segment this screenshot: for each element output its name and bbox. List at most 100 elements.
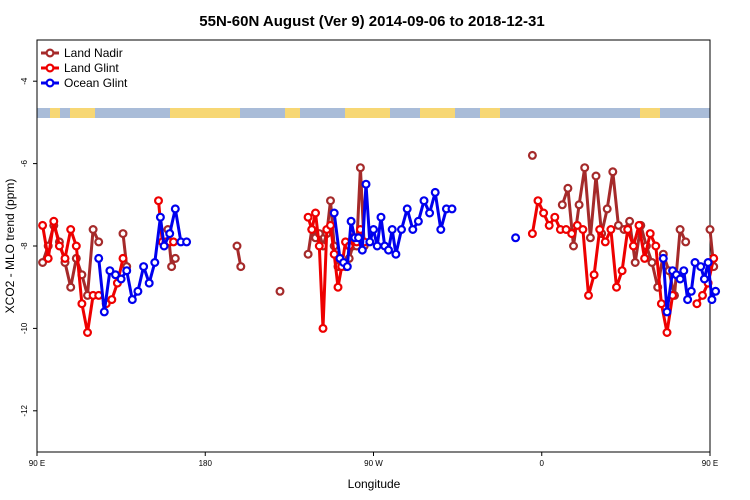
data-point-ocean-glint bbox=[387, 225, 397, 235]
data-point-ocean-glint bbox=[447, 204, 457, 214]
data-point-ocean-glint bbox=[436, 225, 446, 235]
y-axis-label: XCO2 - MLO trend (ppm) bbox=[3, 179, 17, 314]
y-tick-label: -8 bbox=[20, 242, 29, 250]
data-point-land-glint bbox=[533, 196, 543, 206]
band-ocean-segment bbox=[660, 108, 710, 118]
data-point-land-glint bbox=[645, 229, 655, 239]
data-point-ocean-glint bbox=[419, 196, 429, 206]
data-point-land-nadir bbox=[167, 262, 177, 272]
data-point-land-nadir bbox=[66, 282, 76, 292]
band-ocean-segment bbox=[37, 108, 50, 118]
y-tick-label: -10 bbox=[20, 322, 29, 334]
data-point-land-glint bbox=[550, 212, 560, 222]
band-ocean-segment bbox=[95, 108, 170, 118]
data-point-land-nadir bbox=[232, 241, 242, 251]
data-point-ocean-glint bbox=[342, 262, 352, 272]
data-point-ocean-glint bbox=[354, 233, 364, 243]
data-point-ocean-glint bbox=[346, 216, 356, 226]
data-point-land-nadir bbox=[608, 167, 618, 177]
data-point-ocean-glint bbox=[699, 274, 709, 284]
x-tick-label: 90 E bbox=[702, 459, 718, 468]
data-point-land-nadir bbox=[613, 220, 623, 230]
band-ocean-segment bbox=[390, 108, 420, 118]
data-point-ocean-glint bbox=[397, 225, 407, 235]
data-point-land-glint bbox=[617, 266, 627, 276]
data-point-land-glint bbox=[71, 241, 81, 251]
data-point-land-glint bbox=[709, 253, 719, 263]
data-point-land-glint bbox=[640, 253, 650, 263]
data-point-land-glint bbox=[77, 299, 87, 309]
data-point-land-glint bbox=[107, 295, 117, 305]
data-point-ocean-glint bbox=[127, 295, 137, 305]
data-point-land-nadir bbox=[580, 163, 590, 173]
data-point-land-glint bbox=[539, 208, 549, 218]
data-point-ocean-glint bbox=[391, 249, 401, 259]
legend-marker-land-nadir bbox=[45, 48, 55, 58]
data-point-land-nadir bbox=[568, 241, 578, 251]
data-point-ocean-glint bbox=[165, 229, 175, 239]
data-point-land-glint bbox=[572, 220, 582, 230]
legend-marker-land-glint bbox=[45, 63, 55, 73]
data-point-land-glint bbox=[311, 208, 321, 218]
data-point-ocean-glint bbox=[155, 212, 165, 222]
data-point-ocean-glint bbox=[683, 295, 693, 305]
data-point-ocean-glint bbox=[139, 262, 149, 272]
data-point-land-nadir bbox=[625, 216, 635, 226]
data-point-ocean-glint bbox=[425, 208, 435, 218]
y-tick-label: -4 bbox=[20, 77, 29, 85]
data-point-land-nadir bbox=[602, 204, 612, 214]
data-point-ocean-glint bbox=[122, 266, 132, 276]
data-point-land-nadir bbox=[630, 258, 640, 268]
data-point-ocean-glint bbox=[408, 225, 418, 235]
data-point-ocean-glint bbox=[413, 216, 423, 226]
data-point-ocean-glint bbox=[182, 237, 192, 247]
data-point-land-glint bbox=[544, 220, 554, 230]
data-point-land-glint bbox=[38, 220, 48, 230]
data-point-ocean-glint bbox=[159, 241, 169, 251]
data-point-land-glint bbox=[651, 241, 661, 251]
data-point-land-glint bbox=[583, 290, 593, 300]
data-point-land-nadir bbox=[275, 286, 285, 296]
data-point-land-glint bbox=[169, 237, 179, 247]
data-point-land-glint bbox=[82, 328, 92, 338]
data-point-land-glint bbox=[692, 299, 702, 309]
chart-title: 55N-60N August (Ver 9) 2014-09-06 to 201… bbox=[199, 13, 544, 30]
data-point-ocean-glint bbox=[365, 237, 375, 247]
data-point-land-nadir bbox=[591, 171, 601, 181]
data-point-land-glint bbox=[578, 225, 588, 235]
data-point-ocean-glint bbox=[686, 286, 696, 296]
data-point-ocean-glint bbox=[357, 245, 367, 255]
data-point-land-glint bbox=[54, 241, 64, 251]
land-ocean-band bbox=[37, 108, 710, 118]
data-point-land-glint bbox=[611, 282, 621, 292]
data-point-land-glint bbox=[314, 241, 324, 251]
data-point-land-nadir bbox=[118, 229, 128, 239]
data-point-land-glint bbox=[329, 249, 339, 259]
data-point-land-glint bbox=[628, 241, 638, 251]
data-point-land-glint bbox=[333, 282, 343, 292]
data-point-ocean-glint bbox=[707, 295, 717, 305]
y-axis: -4 -6 -8 -10 -12 bbox=[20, 77, 37, 417]
legend-label-land-nadir: Land Nadir bbox=[64, 46, 123, 60]
data-point-ocean-glint bbox=[384, 245, 394, 255]
y-tick-label: -12 bbox=[20, 404, 29, 416]
data-point-land-glint bbox=[118, 253, 128, 263]
data-point-ocean-glint bbox=[170, 204, 180, 214]
data-point-ocean-glint bbox=[361, 179, 371, 189]
data-point-land-glint bbox=[49, 216, 59, 226]
data-point-land-glint bbox=[623, 225, 633, 235]
data-point-ocean-glint bbox=[110, 270, 120, 280]
band-ocean-segment bbox=[500, 108, 640, 118]
data-point-land-nadir bbox=[574, 200, 584, 210]
data-point-land-nadir bbox=[326, 196, 336, 206]
data-point-land-nadir bbox=[557, 200, 567, 210]
band-ocean-segment bbox=[60, 108, 70, 118]
data-point-ocean-glint bbox=[430, 187, 440, 197]
data-point-land-glint bbox=[589, 270, 599, 280]
data-point-ocean-glint bbox=[376, 212, 386, 222]
legend-marker-ocean-glint bbox=[45, 78, 55, 88]
data-point-ocean-glint bbox=[369, 225, 379, 235]
legend-label-land-glint: Land Glint bbox=[64, 61, 119, 75]
data-point-land-nadir bbox=[88, 225, 98, 235]
